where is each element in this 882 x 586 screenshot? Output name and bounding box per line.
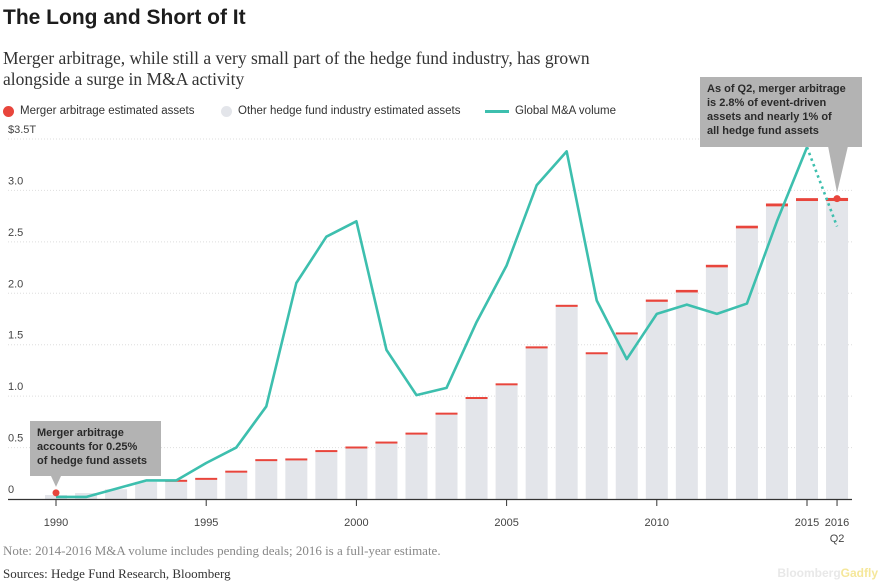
bar-merger-arbitrage: [255, 459, 278, 462]
bar-other-hedge-fund: [225, 472, 248, 499]
legend-item-global-ma-volume: Global M&A volume: [485, 105, 616, 117]
x-tick-sublabel: Q2: [830, 533, 845, 545]
annotation-marker-1990: [52, 489, 60, 497]
bar-merger-arbitrage: [465, 397, 488, 400]
annotation-text-line: Merger arbitrage: [37, 427, 124, 439]
bar-merger-arbitrage: [645, 299, 668, 302]
bar-merger-arbitrage: [705, 264, 728, 268]
bar-merger-arbitrage: [495, 383, 518, 386]
brand-logo-part2: Gadfly: [840, 566, 878, 580]
bar-other-hedge-fund: [675, 292, 698, 499]
y-tick-label: 2.0: [8, 278, 23, 290]
chart-title: The Long and Short of It: [3, 6, 246, 29]
bar-other-hedge-fund: [585, 354, 608, 499]
bar-merger-arbitrage: [435, 412, 458, 415]
bar-merger-arbitrage: [555, 304, 578, 307]
x-tick-label: 2016: [825, 517, 849, 529]
bar-other-hedge-fund: [735, 228, 758, 499]
legend-swatch-other-hedge-fund: [221, 105, 232, 117]
annotation-box: [700, 77, 862, 147]
brand-logo-part1: Bloomberg: [777, 566, 841, 580]
annotation-marker-2016: [833, 195, 841, 203]
bar-merger-arbitrage: [525, 346, 548, 349]
chart-subtitle: Merger arbitrage, while still a very sma…: [3, 48, 590, 89]
x-tick-label: 2010: [645, 517, 669, 529]
line-global-ma-volume: [56, 146, 809, 499]
annotation-box: [30, 421, 161, 476]
annotation-text-line: As of Q2, merger arbitrage: [707, 83, 846, 95]
legend-swatch-merger-arbitrage: [3, 105, 14, 117]
bar-other-hedge-fund: [135, 481, 158, 499]
bar-merger-arbitrage: [225, 470, 248, 473]
bar-other-hedge-fund: [796, 201, 818, 499]
bar-other-hedge-fund: [435, 414, 458, 499]
legend-label-global-ma-volume: Global M&A volume: [515, 105, 616, 117]
legend-label-other-hedge-fund: Other hedge fund industry estimated asse…: [238, 105, 461, 117]
bar-other-hedge-fund: [255, 461, 278, 499]
bar-other-hedge-fund: [195, 479, 218, 499]
y-tick-label: 2.5: [8, 227, 23, 239]
brand-logo: BloombergGadfly: [777, 566, 878, 580]
bar-merger-arbitrage: [585, 352, 608, 355]
annotation-text-line: is 2.8% of event-driven: [707, 97, 826, 109]
bar-other-hedge-fund: [705, 267, 728, 499]
bar-merger-arbitrage: [285, 458, 308, 461]
y-tick-label: $3.5T: [8, 124, 36, 136]
bar-merger-arbitrage: [345, 446, 368, 449]
y-tick-label: 1.5: [8, 330, 23, 342]
bar-other-hedge-fund: [495, 385, 518, 499]
annotation-pointer: [51, 476, 61, 487]
y-tick-label: 0: [8, 484, 14, 496]
bar-other-hedge-fund: [525, 348, 548, 499]
bar-merger-arbitrage: [675, 289, 698, 293]
bar-merger-arbitrage: [375, 441, 398, 444]
bar-other-hedge-fund: [285, 460, 308, 499]
bar-merger-arbitrage: [405, 432, 428, 435]
annotation-text-line: accounts for 0.25%: [37, 441, 137, 453]
bar-other-hedge-fund: [345, 448, 368, 499]
bar-other-hedge-fund: [645, 301, 668, 499]
bar-other-hedge-fund: [315, 452, 338, 499]
bar-other-hedge-fund: [826, 201, 849, 499]
bar-other-hedge-fund: [405, 434, 428, 499]
x-tick-label: 2005: [494, 517, 518, 529]
annotation-text-line: of hedge fund assets: [37, 455, 147, 467]
legend-item-merger-arbitrage: Merger arbitrage estimated assets: [3, 105, 195, 117]
x-tick-label: 2015: [795, 517, 819, 529]
y-tick-label: 1.0: [8, 381, 23, 393]
bar-merger-arbitrage: [765, 203, 788, 207]
bar-other-hedge-fund: [555, 306, 578, 499]
annotation-pointer: [828, 146, 848, 193]
bar-other-hedge-fund: [105, 489, 128, 499]
y-tick-label: 3.0: [8, 175, 23, 187]
legend-item-other-hedge-fund: Other hedge fund industry estimated asse…: [221, 105, 460, 117]
x-tick-label: 2000: [344, 517, 368, 529]
bar-merger-arbitrage: [796, 198, 818, 202]
legend-swatch-global-ma-volume: [485, 109, 509, 113]
bar-merger-arbitrage: [615, 332, 638, 335]
chart-source: Sources: Hedge Fund Research, Bloomberg: [3, 566, 231, 581]
bar-other-hedge-fund: [765, 206, 788, 499]
annotation-text-line: all hedge fund assets: [707, 125, 819, 137]
bar-merger-arbitrage: [735, 225, 758, 229]
bar-merger-arbitrage: [195, 477, 218, 480]
bar-other-hedge-fund: [615, 334, 638, 499]
bar-merger-arbitrage: [315, 450, 338, 453]
bar-other-hedge-fund: [165, 481, 188, 499]
line-global-ma-volume-estimate: [805, 146, 839, 227]
x-tick-label: 1995: [194, 517, 218, 529]
bar-other-hedge-fund: [465, 399, 488, 499]
y-tick-label: 0.5: [8, 433, 23, 445]
annotation-text-line: assets and nearly 1% of: [707, 111, 832, 123]
legend-label-merger-arbitrage: Merger arbitrage estimated assets: [20, 105, 195, 117]
x-tick-label: 1990: [44, 517, 68, 529]
bar-other-hedge-fund: [375, 443, 398, 499]
chart-note: Note: 2014-2016 M&A volume includes pend…: [3, 543, 441, 558]
